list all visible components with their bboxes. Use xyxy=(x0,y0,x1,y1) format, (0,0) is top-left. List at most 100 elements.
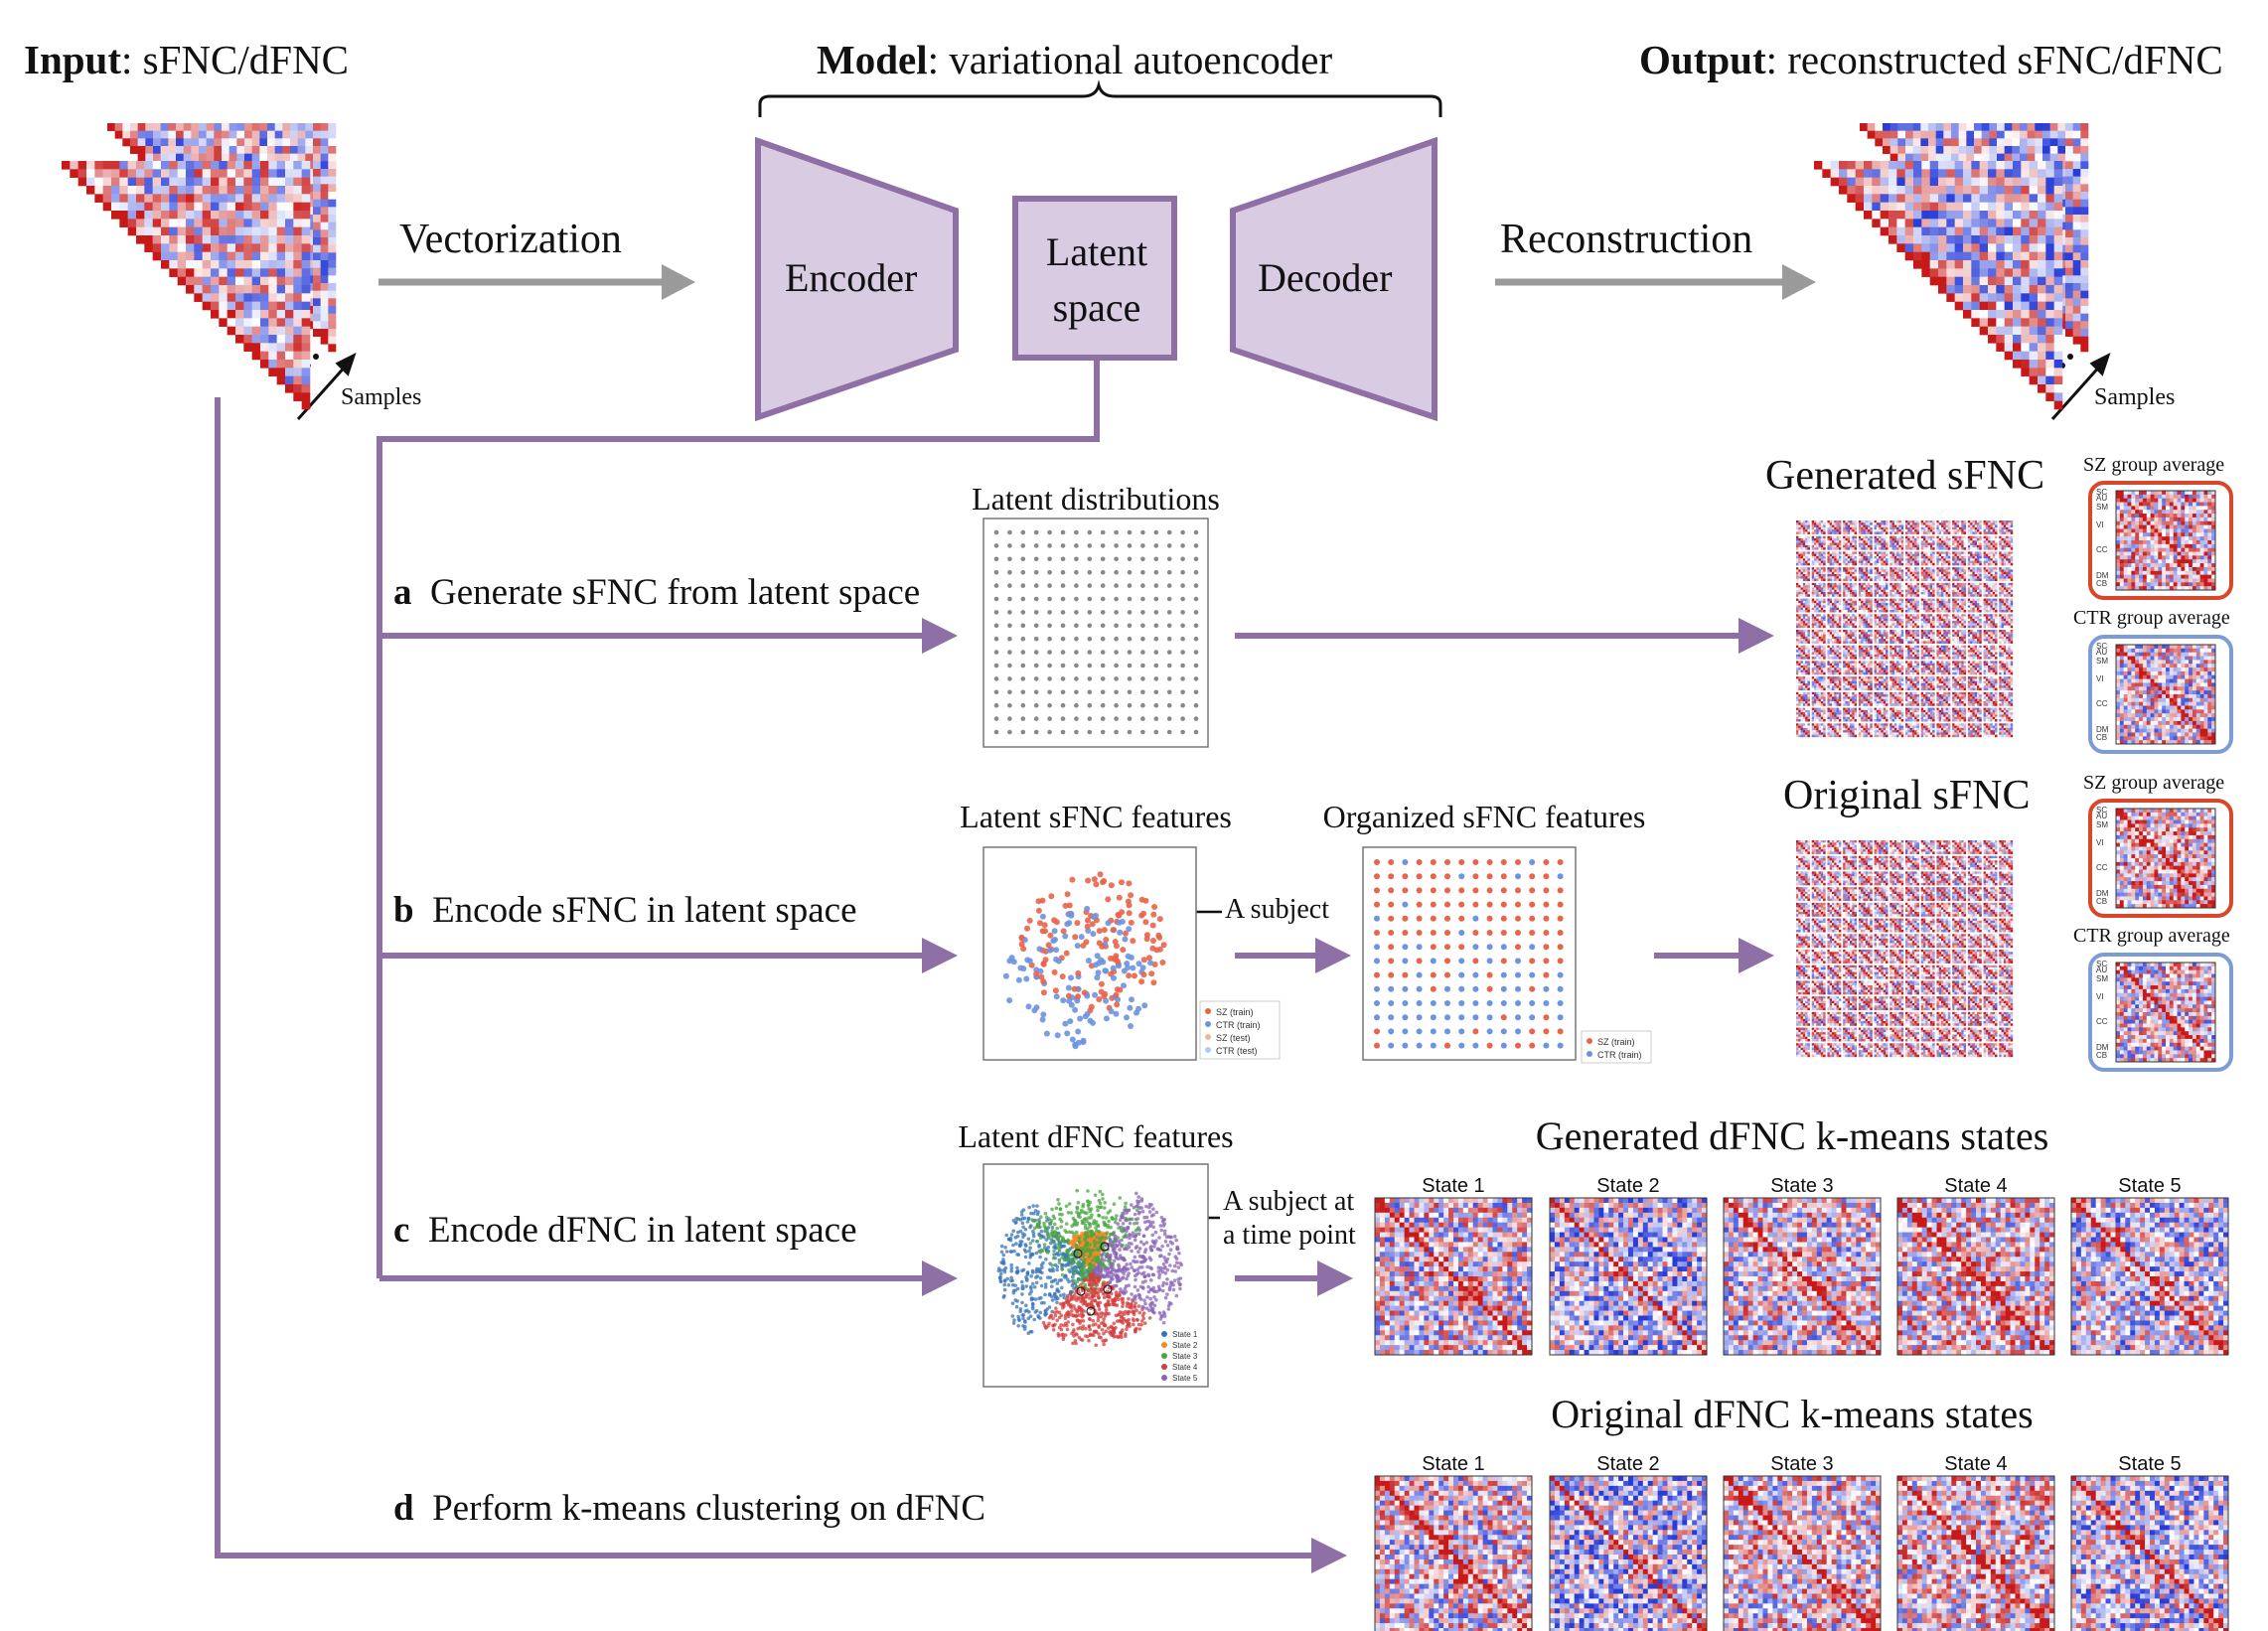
latent-sfnc-point xyxy=(1132,972,1137,979)
latent-sfnc-point xyxy=(1040,978,1047,985)
latent-dot xyxy=(1180,556,1185,562)
a-subject-time-label-2: a time point xyxy=(1223,1222,1356,1250)
latent-dot xyxy=(1033,610,1039,615)
dfnc-point xyxy=(1009,1250,1014,1254)
latent-dot xyxy=(1060,636,1066,642)
dfnc-point xyxy=(1109,1331,1113,1336)
organized-point xyxy=(1388,1000,1395,1006)
latent-sfnc-point xyxy=(1093,881,1100,888)
latent-sfnc-point xyxy=(1150,911,1157,918)
organized-point xyxy=(1374,930,1380,936)
legend-text: CTR (train) xyxy=(1597,1050,1642,1060)
latent-sfnc-point xyxy=(1037,967,1044,974)
dfnc-point xyxy=(1008,1278,1013,1283)
dfnc-point xyxy=(1011,1243,1015,1248)
generated-sfnc-tile xyxy=(1874,535,1889,550)
organized-point xyxy=(1557,985,1564,992)
dfnc-point xyxy=(1081,1275,1086,1279)
organized-point xyxy=(1402,944,1409,951)
latent-sfnc-point xyxy=(1084,905,1091,912)
latent-sfnc-point xyxy=(1090,1019,1096,1026)
dfnc-point xyxy=(1124,1201,1128,1206)
latent-dot xyxy=(1020,569,1026,575)
generated-sfnc-tile xyxy=(1952,645,1967,660)
latent-dot xyxy=(1047,569,1052,575)
latent-dot xyxy=(1166,583,1172,588)
dfnc-point xyxy=(1177,1251,1181,1256)
dfnc-point xyxy=(1053,1313,1058,1318)
latent-sfnc-point xyxy=(1041,922,1048,929)
dfnc-point xyxy=(1093,1290,1098,1295)
original-sfnc-tile xyxy=(1827,950,1842,964)
generated-sfnc-tile xyxy=(1967,691,1982,706)
original-sfnc-tile xyxy=(1843,1011,1858,1026)
original-sfnc-tile xyxy=(1905,964,1919,979)
dfnc-point xyxy=(1120,1244,1124,1249)
dfnc-point xyxy=(1044,1258,1048,1261)
latent-dot xyxy=(1140,610,1145,615)
original-sfnc-tile xyxy=(1920,950,1935,964)
state-title: State 4 xyxy=(1944,1175,2007,1197)
dfnc-point xyxy=(1065,1327,1070,1332)
latent-sfnc-point xyxy=(1151,904,1158,910)
latent-dot xyxy=(1153,702,1159,708)
dfnc-point xyxy=(1128,1321,1132,1326)
state-matrix xyxy=(1723,1475,1882,1631)
original-sfnc-tile xyxy=(1811,980,1826,995)
latent-dot xyxy=(1166,636,1172,642)
latent-sfnc-point xyxy=(1134,1009,1139,1016)
dfnc-point xyxy=(1134,1221,1139,1226)
latent-dot xyxy=(1193,716,1199,721)
original-sfnc-tile xyxy=(1999,980,2014,995)
dfnc-point xyxy=(1011,1229,1015,1234)
dfnc-point xyxy=(1130,1292,1134,1296)
latent-dot xyxy=(1060,663,1066,668)
dfnc-point xyxy=(1047,1321,1051,1326)
organized-point xyxy=(1388,944,1395,951)
dfnc-point xyxy=(1100,1236,1104,1240)
latent-dot xyxy=(1153,636,1159,642)
original-sfnc-tile xyxy=(1920,980,1935,995)
organized-point xyxy=(1444,901,1450,908)
generated-sfnc-tile xyxy=(1827,614,1842,629)
original-sfnc-tile xyxy=(1936,902,1951,917)
dfnc-point xyxy=(1026,1216,1031,1221)
organized-point xyxy=(1416,971,1423,978)
dfnc-point xyxy=(1161,1320,1166,1325)
latent-sfnc-point xyxy=(1103,1015,1110,1022)
dfnc-point xyxy=(1044,1215,1049,1220)
generated-sfnc-tile xyxy=(1936,582,1951,597)
dfnc-point xyxy=(1091,1323,1096,1327)
state-title: State 5 xyxy=(2118,1175,2181,1197)
generated-sfnc-tile xyxy=(1858,661,1873,675)
dfnc-point xyxy=(1013,1283,1017,1287)
latent-sfnc-point xyxy=(1149,922,1156,929)
dfnc-point xyxy=(1137,1295,1141,1300)
organized-point xyxy=(1472,1028,1479,1035)
organized-point xyxy=(1529,1000,1536,1006)
latent-sfnc-point xyxy=(1065,992,1072,999)
generated-sfnc-tile xyxy=(1843,567,1858,582)
dfnc-point xyxy=(1021,1235,1025,1240)
latent-sfnc-point xyxy=(1117,929,1124,936)
dfnc-point xyxy=(1034,1268,1039,1272)
dfnc-point xyxy=(1061,1305,1065,1310)
organized-point xyxy=(1402,985,1409,992)
original-sfnc-tile xyxy=(1952,950,1967,964)
generated-sfnc-tile xyxy=(1890,614,1904,629)
latent-dot xyxy=(1060,569,1066,575)
original-sfnc-tile xyxy=(1952,840,1967,854)
output-title: Output: reconstructed sFNC/dFNC xyxy=(1639,40,2223,80)
original-sfnc-tile xyxy=(1936,1027,1951,1042)
original-sfnc-tile xyxy=(1936,934,1951,949)
dfnc-point xyxy=(1050,1226,1055,1230)
dfnc-point xyxy=(1051,1234,1056,1238)
dfnc-point xyxy=(1122,1212,1126,1216)
dfnc-point xyxy=(1058,1207,1063,1212)
latent-sfnc-point xyxy=(1088,1003,1095,1010)
latent-sfnc-point xyxy=(1090,931,1097,938)
group-average-matrix xyxy=(2115,808,2216,909)
dfnc-point xyxy=(1070,1239,1075,1244)
dfnc-point xyxy=(1078,1277,1083,1282)
